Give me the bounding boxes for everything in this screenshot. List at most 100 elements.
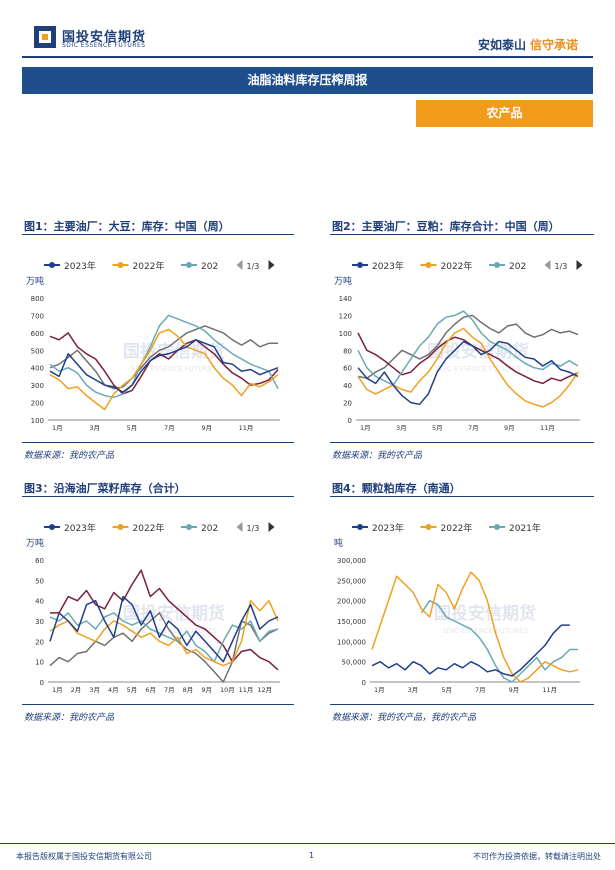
legend-prev-icon [544, 260, 551, 270]
x-tick-label: 5月 [441, 686, 452, 694]
y-tick-label: 200,000 [337, 598, 366, 606]
legend-page: 1/3 [555, 262, 568, 271]
legend-marker-0 [357, 524, 363, 530]
y-tick-label: 60 [343, 365, 352, 373]
y-tick-label: 0 [362, 679, 366, 687]
series-line-2 [49, 612, 279, 663]
legend-label-2: 202 [201, 524, 218, 534]
legend-next-icon [576, 260, 583, 270]
x-tick-label: 8月 [183, 686, 194, 694]
y-tick-label: 120 [339, 312, 352, 320]
slogan: 安如泰山 信守承诺 [478, 36, 578, 53]
y-tick-label: 40 [35, 598, 44, 606]
x-tick-label: 4月 [108, 686, 119, 694]
x-tick-label: 6月 [145, 686, 156, 694]
figure-1-title-rule [22, 234, 294, 235]
x-tick-label: 11月 [542, 686, 557, 694]
slogan-part1: 安如泰山 [477, 38, 526, 52]
series-line-3 [49, 332, 279, 395]
x-tick-label: 9月 [201, 686, 212, 694]
legend-page: 1/3 [247, 262, 260, 271]
company-logo-icon [34, 26, 56, 48]
x-tick-label: 5月 [127, 686, 138, 694]
watermark-text: 国投安信期货 [123, 603, 225, 624]
x-tick-label: 9月 [509, 686, 520, 694]
y-unit-label: 万吨 [26, 275, 44, 287]
figure-3-title: 图3：沿海油厂菜籽库存（合计） [24, 482, 186, 495]
x-tick-label: 7月 [468, 424, 479, 432]
x-tick-label: 1月 [52, 424, 63, 432]
figure-1-bottom-rule [22, 442, 294, 443]
watermark-text-en: SDIC ESSENCE FUTURES [131, 627, 217, 635]
legend-label-0: 2023年 [64, 260, 96, 272]
legend-prev-icon [236, 260, 243, 270]
x-tick-label: 11月 [239, 424, 254, 432]
series-line-0 [49, 339, 279, 393]
legend-marker-2 [186, 262, 192, 268]
company-name-en: SDIC ESSENCE FUTURES [62, 42, 146, 49]
y-tick-label: 140 [339, 295, 352, 303]
legend-label-2: 202 [201, 262, 218, 272]
legend-marker-0 [357, 262, 363, 268]
legend-label-2: 202 [509, 262, 526, 272]
x-tick-label: 7月 [164, 424, 175, 432]
y-tick-label: 0 [348, 417, 352, 425]
legend-page: 1/3 [247, 524, 260, 533]
legend-marker-1 [117, 262, 124, 268]
series-line-3 [50, 569, 279, 671]
legend-marker-2 [186, 524, 192, 530]
x-tick-label: 10月 [220, 686, 235, 694]
y-tick-label: 500 [31, 347, 44, 355]
figure-4-title: 图4：颗粒粕库存（南通） [332, 482, 461, 495]
figure-4-bottom-rule [330, 704, 594, 705]
figure-2-source: 数据来源：我的农产品 [332, 451, 423, 461]
x-tick-label: 7月 [475, 686, 486, 694]
legend-label-2: 2021年 [509, 522, 541, 534]
footer-disclaimer: 不可作为投资依据，转载请注明出处 [473, 852, 601, 861]
x-tick-label: 12月 [257, 686, 272, 694]
figure-4-title-rule [330, 496, 594, 497]
y-tick-label: 100,000 [337, 638, 366, 646]
x-tick-label: 3月 [408, 686, 419, 694]
category-tag: 农产品 [416, 100, 593, 127]
figure-4-source: 数据来源：我的农产品，我的农产品 [332, 713, 477, 723]
y-tick-label: 150,000 [337, 618, 366, 626]
watermark-text-en: SDIC ESSENCE FUTURES [442, 627, 528, 635]
figure-3-source: 数据来源：我的农产品 [24, 713, 115, 723]
y-tick-label: 100 [31, 417, 44, 425]
figure-1-title: 图1：主要油厂：大豆：库存：中国（周） [24, 220, 230, 233]
footer-divider [0, 843, 615, 844]
y-tick-label: 600 [31, 330, 44, 338]
series-line-0 [357, 340, 579, 406]
x-tick-label: 5月 [127, 424, 138, 432]
legend-marker-2 [494, 262, 500, 268]
x-tick-label: 2月 [71, 686, 82, 694]
watermark-text: 国投安信期货 [434, 603, 536, 624]
y-tick-label: 100 [339, 330, 352, 338]
y-tick-label: 80 [343, 347, 352, 355]
figure-2-title-rule [330, 234, 594, 235]
series-line-1 [371, 571, 579, 683]
series-line-1 [49, 599, 279, 667]
y-tick-label: 0 [40, 679, 44, 687]
x-tick-label: 11月 [239, 686, 254, 694]
figure-3-title-rule [22, 496, 294, 497]
legend-next-icon [268, 260, 275, 270]
y-unit-label: 万吨 [334, 275, 352, 287]
y-tick-label: 50 [35, 577, 44, 585]
footer-copyright: 本报告版权属于国投安信期货有限公司 [16, 852, 152, 861]
legend-label-0: 2023年 [64, 522, 96, 534]
y-tick-label: 20 [35, 638, 44, 646]
page-number: 1 [309, 851, 315, 860]
y-tick-label: 40 [343, 382, 352, 390]
series-line-3 [357, 332, 579, 385]
y-unit-label: 吨 [334, 537, 343, 549]
y-tick-label: 300 [31, 382, 44, 390]
company-name: 国投安信期货 [62, 30, 147, 45]
x-tick-label: 7月 [164, 686, 175, 694]
x-tick-label: 1月 [374, 686, 385, 694]
y-tick-label: 250,000 [337, 577, 366, 585]
watermark-text-en: SDIC ESSENCE FUTURES [131, 365, 217, 373]
